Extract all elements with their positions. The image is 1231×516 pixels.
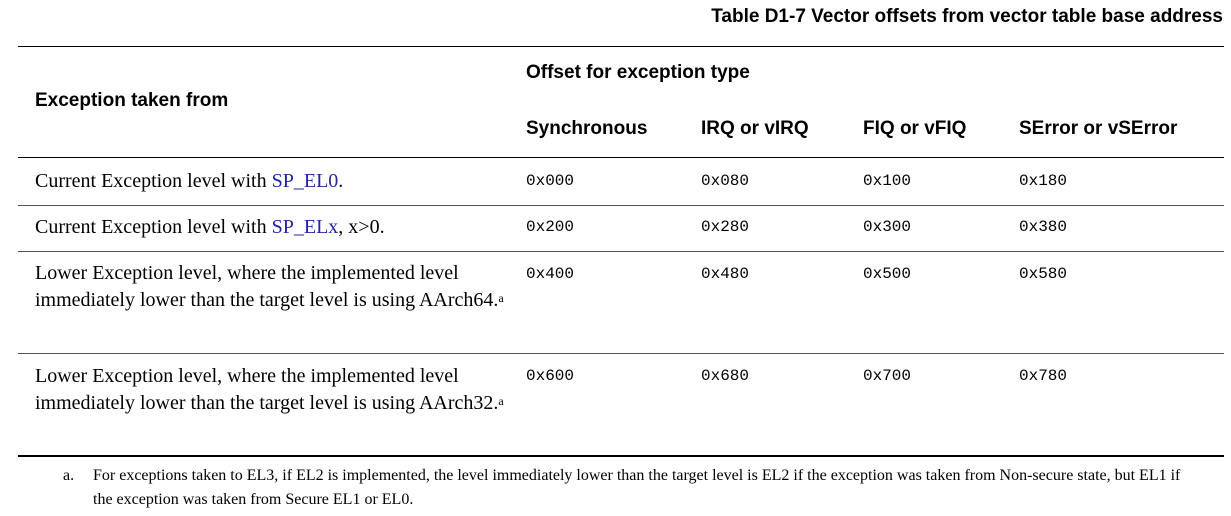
offset: 0x200 [526, 218, 575, 236]
offset: 0x500 [863, 265, 912, 283]
column-header: IRQ or vIRQ [701, 118, 809, 139]
offset: 0x300 [863, 218, 912, 236]
row-text: Current Exception level with [35, 170, 267, 192]
row-label: Current Exception level with SP_EL0. [35, 168, 505, 195]
column-header: Synchronous [526, 118, 648, 139]
table-title: Table D1-7 Vector offsets from vector ta… [711, 6, 1223, 27]
row-label: Current Exception level with SP_ELx, x>0… [35, 214, 505, 241]
offset: 0x280 [701, 218, 750, 236]
row-rule [18, 353, 1224, 354]
offset: 0x100 [863, 172, 912, 190]
offset: 0x180 [1019, 172, 1068, 190]
row-label: Lower Exception level, where the impleme… [35, 363, 505, 417]
offset: 0x580 [1019, 265, 1068, 283]
offset: 0x780 [1019, 367, 1068, 385]
bottom-rule [18, 455, 1224, 457]
row-text: . [338, 170, 344, 192]
row-rule [18, 205, 1224, 206]
row-text: , x>0. [338, 216, 385, 238]
footnote-ref[interactable]: a [498, 394, 504, 408]
row-text: Current Exception level with [35, 216, 267, 238]
offset: 0x680 [701, 367, 750, 385]
group-header: Offset for exception type [526, 62, 750, 83]
column-header: SError or vSError [1019, 118, 1178, 139]
column-header: FIQ or vFIQ [863, 118, 967, 139]
link[interactable]: SP_ELx [271, 216, 339, 238]
column-header: Exception taken from [35, 90, 229, 111]
offset: 0x700 [863, 367, 912, 385]
offset: 0x480 [701, 265, 750, 283]
offset: 0x600 [526, 367, 575, 385]
offset: 0x400 [526, 265, 575, 283]
header-rule [18, 157, 1224, 158]
top-rule [18, 46, 1224, 47]
footnote-text: For exceptions taken to EL3, if EL2 is i… [93, 467, 1181, 508]
row-text: Lower Exception level, where the impleme… [35, 365, 499, 414]
footnote-ref[interactable]: a [498, 291, 504, 305]
offset: 0x080 [701, 172, 750, 190]
offset: 0x000 [526, 172, 575, 190]
link[interactable]: SP_EL0 [271, 170, 339, 192]
row-text: Lower Exception level, where the impleme… [35, 262, 499, 311]
row-rule [18, 251, 1224, 252]
footnote-label: a. [63, 467, 75, 484]
row-label: Lower Exception level, where the impleme… [35, 260, 505, 314]
offset: 0x380 [1019, 218, 1068, 236]
